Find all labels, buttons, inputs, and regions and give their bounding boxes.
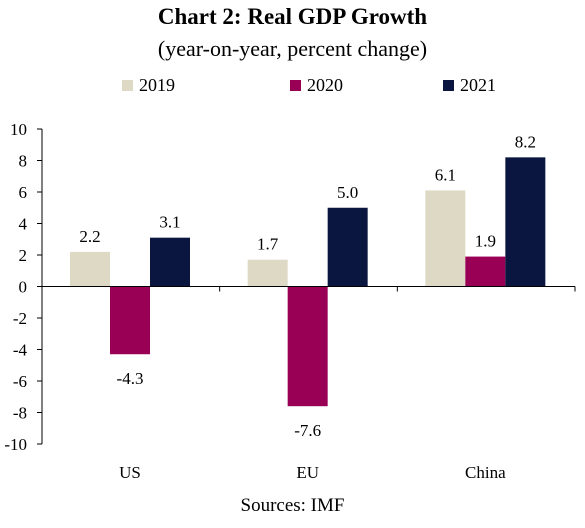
- bar-china-2020: [465, 256, 506, 287]
- data-label-eu-2021: 5.0: [337, 183, 358, 202]
- y-tick-label: 10: [10, 120, 27, 139]
- data-label-us-2019: 2.2: [79, 227, 100, 246]
- data-label-eu-2019: 1.7: [257, 235, 279, 254]
- data-label-eu-2020: -7.6: [294, 421, 321, 440]
- x-category-label-china: China: [465, 463, 506, 482]
- x-category-label-eu: EU: [296, 463, 319, 482]
- bar-eu-2019: [247, 259, 288, 287]
- x-category-label-us: US: [119, 463, 141, 482]
- legend-swatch-2021: [443, 80, 454, 91]
- bar-eu-2021: [327, 207, 368, 287]
- y-tick-label: 0: [19, 278, 28, 297]
- y-tick-label: -10: [4, 435, 27, 454]
- legend-label-2019: 2019: [139, 75, 175, 95]
- legend-label-2020: 2020: [307, 75, 343, 95]
- bar-china-2021: [505, 157, 546, 287]
- y-tick-label: -4: [13, 341, 28, 360]
- y-tick-label: -2: [13, 309, 27, 328]
- data-label-china-2020: 1.9: [475, 232, 496, 251]
- data-label-us-2020: -4.3: [117, 369, 144, 388]
- bar-us-2019: [70, 251, 110, 287]
- y-tick-label: 8: [19, 152, 28, 171]
- y-axis: 10 8 6 4 2 0 -2 -4 -6 -8 -10: [4, 120, 43, 454]
- data-label-china-2019: 6.1: [435, 165, 456, 184]
- data-label-us-2021: 3.1: [159, 213, 180, 232]
- bars: 2.2 -4.3 3.1 1.7 -7.6 5.0 6.1 1.9 8.2: [70, 132, 546, 440]
- y-tick-label: -8: [13, 404, 27, 423]
- legend-label-2021: 2021: [460, 75, 496, 95]
- y-tick-label: 2: [19, 246, 28, 265]
- legend: 2019 2020 2021: [122, 75, 496, 95]
- bar-china-2019: [425, 190, 466, 287]
- y-tick-label: 6: [19, 183, 28, 202]
- y-tick-label: -6: [13, 372, 27, 391]
- legend-swatch-2019: [122, 80, 133, 91]
- bar-eu-2020: [287, 286, 328, 407]
- bar-us-2020: [110, 286, 150, 355]
- chart-title: Chart 2: Real GDP Growth: [157, 4, 428, 29]
- y-tick-label: 4: [19, 215, 28, 234]
- chart-subtitle: (year-on-year, percent change): [157, 36, 428, 61]
- chart-source: Sources: IMF: [240, 495, 345, 516]
- legend-swatch-2020: [290, 80, 301, 91]
- x-axis: US EU China: [41, 286, 576, 482]
- bar-us-2021: [150, 237, 190, 287]
- data-label-china-2021: 8.2: [515, 132, 536, 151]
